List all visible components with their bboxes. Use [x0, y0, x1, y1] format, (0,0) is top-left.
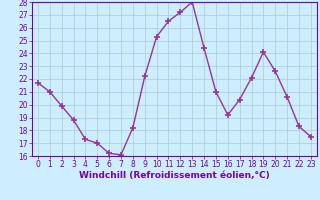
X-axis label: Windchill (Refroidissement éolien,°C): Windchill (Refroidissement éolien,°C) — [79, 171, 270, 180]
